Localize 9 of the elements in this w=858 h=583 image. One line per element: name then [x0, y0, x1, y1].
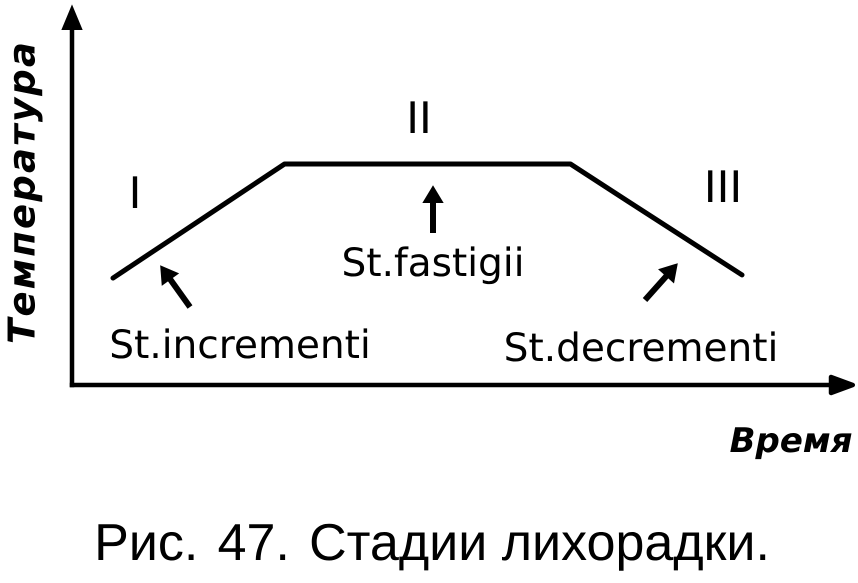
- annotation: St.incrementi: [112, 328, 368, 359]
- text: II: [410, 101, 428, 133]
- x-axis-title: Время: [730, 427, 852, 460]
- y-axis-title: Температура: [8, 44, 42, 342]
- annotation: St.decrementi: [506, 331, 775, 362]
- annotation: I: [132, 176, 138, 208]
- annotation: III: [708, 170, 738, 202]
- annotation: St.fastigii: [344, 246, 521, 284]
- text: Рис. 47. Стадии лихорадки.: [98, 524, 766, 571]
